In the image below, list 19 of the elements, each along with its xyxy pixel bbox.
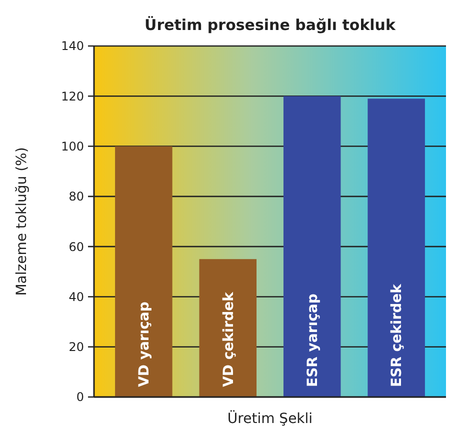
y-tick-label: 140 [61,39,84,54]
x-tick-label: ESR yarıçap [305,294,322,387]
x-tick-label: VD çekirdek [220,291,237,387]
y-tick-label: 120 [61,89,84,104]
y-tick-label: 80 [68,190,84,204]
x-tick-label: VD yarıçap [136,302,153,387]
y-tick-label: 0 [76,390,84,404]
y-tick-label: 40 [68,290,84,304]
x-tick-label: ESR çekirdek [389,283,406,387]
y-tick-label: 100 [61,139,84,154]
bar [199,259,257,397]
x-axis-title: Üretim Şekli [227,410,313,427]
chart-title: Üretim prosesine bağlı tokluk [144,16,396,34]
bar [283,96,341,397]
y-axis-title: Malzeme tokluğu (%) [14,147,30,296]
y-tick-label: 20 [68,340,84,354]
bar [115,146,172,397]
bar [368,98,425,397]
y-tick-label: 60 [68,240,84,254]
